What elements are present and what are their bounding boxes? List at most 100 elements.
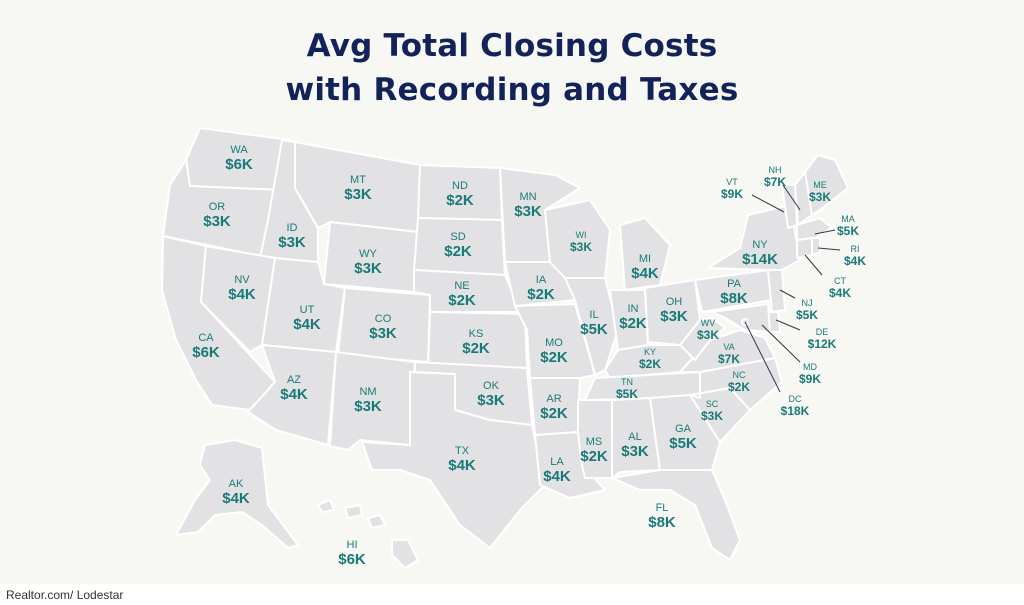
state-abbr-hi: HI — [347, 539, 358, 551]
state-value-ar: $2K — [540, 405, 568, 422]
state-shape-nv — [200, 245, 276, 353]
state-value-de: $12K — [808, 337, 837, 351]
state-abbr-nm: NM — [359, 386, 376, 398]
leader-line-nh — [782, 184, 801, 211]
state-value-ak: $4K — [222, 490, 250, 507]
title-line-2: with Recording and Taxes — [285, 72, 739, 108]
leader-line-nj — [779, 289, 796, 299]
state-value-wy: $3K — [354, 260, 382, 277]
state-value-ma: $5K — [837, 224, 859, 238]
state-value-al: $3K — [621, 443, 649, 460]
state-value-az: $4K — [280, 386, 308, 403]
state-shape-hi-4 — [391, 539, 419, 569]
state-value-nv: $4K — [228, 286, 256, 303]
state-value-la: $4K — [543, 468, 571, 485]
state-abbr-ak: AK — [229, 478, 244, 490]
state-value-tn: $5K — [616, 387, 638, 401]
page-title: Avg Total Closing Costs with Recording a… — [0, 24, 1024, 112]
state-value-mo: $2K — [540, 349, 568, 366]
state-value-sd: $2K — [444, 243, 472, 260]
state-abbr-or: OR — [209, 201, 226, 213]
state-value-tx: $4K — [448, 457, 476, 474]
state-abbr-nd: ND — [452, 180, 468, 192]
state-value-dc: $18K — [781, 404, 810, 418]
state-value-id: $3K — [278, 234, 306, 251]
state-value-ca: $6K — [192, 344, 220, 361]
state-value-vt: $9K — [721, 187, 743, 201]
leader-line-ri — [817, 247, 841, 251]
state-value-il: $5K — [580, 321, 608, 338]
source-credit: Realtor.com/ Lodestar — [6, 588, 124, 602]
state-abbr-id: ID — [287, 222, 298, 234]
state-shapes — [161, 127, 849, 569]
state-abbr-ga: GA — [675, 423, 692, 435]
state-abbr-in: IN — [628, 303, 639, 315]
state-abbr-al: AL — [628, 431, 641, 443]
state-value-va: $7K — [718, 352, 740, 366]
state-shape-ri — [811, 237, 821, 256]
leader-line-ma — [814, 229, 836, 235]
state-abbr-fl: FL — [656, 502, 669, 514]
state-abbr-wv: WV — [701, 318, 716, 328]
leader-line-dc — [744, 321, 781, 393]
state-value-nh: $7K — [764, 175, 786, 189]
state-value-ne: $2K — [448, 292, 476, 309]
state-shape-mi — [619, 217, 671, 291]
state-shape-tx — [361, 371, 546, 549]
state-value-or: $3K — [203, 213, 231, 230]
state-value-sc: $3K — [701, 409, 723, 423]
leader-lines — [744, 184, 841, 393]
state-value-wv: $3K — [697, 328, 719, 342]
state-abbr-ok: OK — [483, 380, 500, 392]
state-abbr-ia: IA — [536, 274, 547, 286]
state-shape-hi-3 — [367, 514, 386, 529]
state-abbr-ks: KS — [469, 328, 484, 340]
state-value-in: $2K — [619, 315, 647, 332]
state-shape-nj — [767, 269, 786, 313]
state-abbr-la: LA — [550, 456, 564, 468]
state-abbr-tn: TN — [621, 377, 633, 387]
us-map: WA$6KOR$3KCA$6KID$3KNV$4KMT$3KWY$3KUT$4K… — [161, 127, 866, 569]
state-shape-me — [804, 154, 849, 216]
state-value-wi: $3K — [570, 240, 592, 254]
state-abbr-wy: WY — [359, 248, 377, 260]
state-shape-ct — [796, 237, 813, 259]
state-value-hi: $6K — [338, 551, 366, 568]
state-value-ia: $2K — [527, 286, 555, 303]
state-value-ct: $4K — [829, 286, 851, 300]
state-abbr-il: IL — [589, 309, 598, 321]
state-value-wa: $6K — [225, 156, 253, 173]
leader-line-md — [761, 324, 801, 363]
state-value-mt: $3K — [344, 186, 372, 203]
state-abbr-pa: PA — [727, 278, 742, 290]
state-abbr-ca: CA — [198, 332, 214, 344]
state-value-fl: $8K — [648, 514, 676, 531]
state-shape-ak — [175, 439, 299, 549]
state-abbr-ct: CT — [834, 276, 846, 286]
state-value-ga: $5K — [669, 435, 697, 452]
state-abbr-ut: UT — [300, 304, 315, 316]
state-abbr-ny: NY — [752, 239, 768, 251]
state-abbr-sd: SD — [450, 231, 465, 243]
state-value-pa: $8K — [720, 290, 748, 307]
state-value-nm: $3K — [354, 398, 382, 415]
state-abbr-ky: KY — [644, 347, 656, 357]
state-abbr-me: ME — [813, 180, 827, 190]
state-abbr-de: DE — [816, 327, 829, 337]
state-shape-ma — [796, 217, 833, 241]
state-value-co: $3K — [369, 325, 397, 342]
state-value-ri: $4K — [844, 254, 866, 268]
state-abbr-az: AZ — [287, 374, 301, 386]
state-value-nc: $2K — [728, 380, 750, 394]
leader-line-ct — [804, 254, 823, 276]
leader-line-de — [775, 319, 801, 331]
state-value-nd: $2K — [446, 192, 474, 209]
state-value-ky: $2K — [639, 357, 661, 371]
state-abbr-oh: OH — [666, 296, 683, 308]
state-value-ut: $4K — [293, 316, 321, 333]
state-labels: WA$6KOR$3KCA$6KID$3KNV$4KMT$3KWY$3KUT$4K… — [192, 144, 866, 568]
leader-line-vt — [751, 194, 785, 213]
state-abbr-md: MD — [803, 362, 817, 372]
state-abbr-nc: NC — [733, 370, 746, 380]
state-abbr-vt: VT — [726, 177, 738, 187]
